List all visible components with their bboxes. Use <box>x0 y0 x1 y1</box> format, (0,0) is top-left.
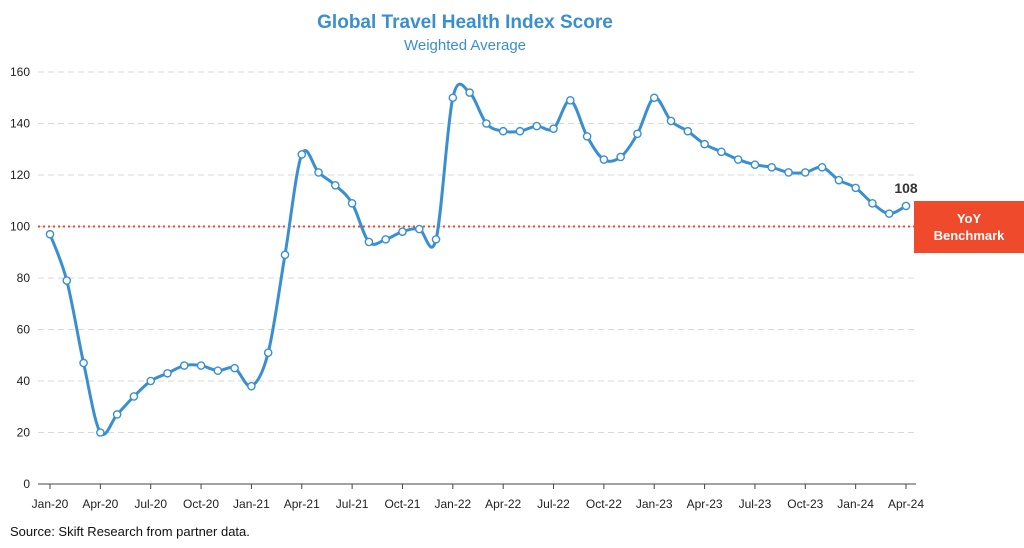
data-point <box>649 93 659 103</box>
series-line <box>48 82 907 436</box>
y-tick-label: 80 <box>17 271 31 285</box>
data-point <box>196 361 206 370</box>
data-point <box>616 152 625 162</box>
data-point <box>230 363 239 373</box>
data-point <box>247 381 256 391</box>
x-tick-label: Jan-20 <box>32 497 69 511</box>
grid-lines <box>38 71 916 485</box>
data-point <box>901 201 911 211</box>
y-tick-label: 0 <box>23 477 30 491</box>
chart-title: Global Travel Health Index Score <box>317 12 613 33</box>
data-point <box>515 126 525 136</box>
data-point <box>532 121 542 131</box>
data-point <box>381 235 390 244</box>
x-tick-label: Jul-20 <box>134 497 167 511</box>
x-axis-ticks: Jan-20 Apr-20 Jul-20 Oct-20 Jan-21 Apr-21 Jul-… <box>32 484 924 511</box>
data-point <box>213 366 223 376</box>
data-point <box>582 132 592 141</box>
x-tick-label: Apr-22 <box>485 497 521 511</box>
x-tick-label: Jan-23 <box>636 497 673 511</box>
x-tick-label: Apr-24 <box>888 497 924 511</box>
data-point <box>549 124 558 133</box>
data-point <box>364 237 374 247</box>
data-point <box>112 410 122 419</box>
data-point <box>666 116 676 126</box>
x-tick-label: Jul-21 <box>336 497 369 511</box>
y-tick-label: 40 <box>17 374 31 388</box>
x-tick-label: Oct-21 <box>384 497 420 511</box>
data-point <box>179 361 189 370</box>
data-point <box>733 155 743 164</box>
data-point <box>163 368 172 378</box>
data-point <box>129 392 139 401</box>
x-tick-label: Apr-21 <box>284 497 320 511</box>
data-point <box>884 209 894 218</box>
data-point <box>750 160 760 169</box>
data-points <box>45 88 911 437</box>
x-tick-label: Jan-24 <box>837 497 874 511</box>
y-tick-label: 60 <box>17 323 31 337</box>
data-point <box>851 183 860 193</box>
data-point <box>868 199 877 208</box>
data-point <box>834 175 844 185</box>
data-point <box>717 147 726 157</box>
data-point <box>96 428 105 437</box>
data-point <box>800 168 810 177</box>
source-note: Source: Skift Research from partner data… <box>10 524 250 539</box>
data-point <box>263 348 273 357</box>
data-point <box>331 180 340 190</box>
data-point <box>817 162 827 172</box>
data-point <box>314 168 323 177</box>
y-tick-label: 20 <box>17 426 31 440</box>
data-point <box>398 227 407 236</box>
y-tick-label: 140 <box>10 117 30 131</box>
data-point <box>448 93 458 103</box>
data-point <box>784 168 793 177</box>
data-point <box>767 162 777 172</box>
data-point <box>79 358 88 368</box>
x-tick-label: Jul-22 <box>537 497 570 511</box>
x-tick-label: Jan-21 <box>233 497 270 511</box>
x-tick-label: Jul-23 <box>739 497 772 511</box>
benchmark-label-box: YoY Benchmark <box>914 201 1024 253</box>
y-tick-label: 120 <box>10 168 30 182</box>
data-point <box>280 250 290 260</box>
x-tick-label: Apr-23 <box>687 497 723 511</box>
data-point <box>146 376 156 386</box>
data-point <box>45 229 55 239</box>
y-tick-label: 160 <box>10 65 30 79</box>
data-point <box>62 276 72 285</box>
x-tick-label: Oct-22 <box>586 497 622 511</box>
y-axis-ticks: 0 20 40 60 80 100 120 140 160 <box>10 65 30 491</box>
data-point <box>599 155 609 164</box>
y-tick-label: 100 <box>10 220 30 234</box>
series-group <box>48 82 907 436</box>
data-point <box>498 126 508 136</box>
last-value-label: 108 <box>894 180 918 196</box>
data-point <box>414 224 424 234</box>
data-point <box>633 129 642 139</box>
data-point <box>297 150 307 159</box>
x-tick-label: Oct-23 <box>787 497 823 511</box>
data-point <box>431 235 441 244</box>
chart-subtitle: Weighted Average <box>403 37 527 54</box>
x-tick-label: Apr-20 <box>82 497 118 511</box>
x-tick-label: Oct-20 <box>183 497 219 511</box>
data-point <box>566 96 575 105</box>
data-point <box>700 139 709 149</box>
benchmark-label-line2: Benchmark <box>933 228 1005 243</box>
benchmark-label-line1: YoY <box>956 211 982 226</box>
data-point <box>465 88 474 97</box>
data-point <box>347 199 357 208</box>
data-point <box>482 119 491 128</box>
x-tick-label: Jan-22 <box>434 497 471 511</box>
data-point <box>683 126 693 136</box>
